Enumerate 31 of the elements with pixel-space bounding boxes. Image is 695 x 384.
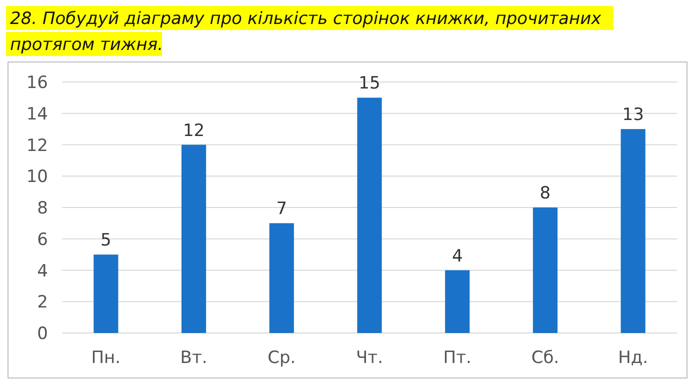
bar: [620, 129, 646, 333]
data-label: 4: [452, 246, 463, 266]
x-tick-label: Чт.: [356, 348, 383, 368]
x-tick-label: Сб.: [531, 348, 560, 368]
data-label: 13: [622, 105, 644, 126]
bar: [357, 98, 382, 333]
y-tick-label: 10: [26, 167, 48, 188]
y-tick-label: 2: [37, 292, 48, 313]
data-label: 5: [100, 230, 112, 251]
data-label: 7: [276, 199, 288, 220]
y-tick-label: 0: [37, 324, 48, 344]
x-tick-label: Ср.: [268, 348, 296, 368]
bar: [181, 144, 206, 333]
bar: [532, 208, 558, 333]
y-tick-label: 8: [37, 198, 48, 218]
y-tick-label: 16: [26, 73, 48, 93]
data-label: 8: [540, 184, 551, 204]
x-tick-label: Вт.: [180, 348, 208, 368]
data-label: 12: [182, 120, 205, 141]
y-tick-label: 14: [26, 104, 48, 124]
y-tick-label: 6: [37, 230, 48, 250]
bar: [445, 270, 470, 333]
y-tick-label: 12: [26, 136, 48, 156]
bar: [269, 223, 294, 333]
x-tick-label: Пн.: [91, 348, 121, 368]
chart-title: 28. Побудуй діаграму про кількість сторінок книжки, прочитаних протягом тижня.: [10, 9, 602, 55]
x-tick-label: Пт.: [443, 348, 472, 368]
data-label: 15: [358, 74, 380, 94]
y-tick-label: 4: [37, 261, 48, 282]
bar: [94, 254, 118, 333]
x-tick-label: Нд.: [618, 348, 648, 368]
